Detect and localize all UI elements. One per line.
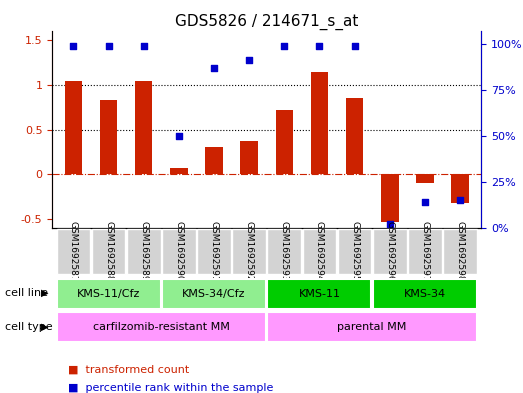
Text: KMS-34/Cfz: KMS-34/Cfz xyxy=(182,289,246,299)
Text: GSM1692594: GSM1692594 xyxy=(315,221,324,282)
Bar xyxy=(65,81,82,174)
Text: GSM1692589: GSM1692589 xyxy=(139,221,148,282)
Bar xyxy=(346,97,363,174)
Text: ▶: ▶ xyxy=(41,322,48,332)
Point xyxy=(69,42,77,49)
FancyBboxPatch shape xyxy=(267,312,477,342)
Point xyxy=(456,197,464,204)
Text: GSM1692592: GSM1692592 xyxy=(245,221,254,282)
Point xyxy=(140,42,148,49)
FancyBboxPatch shape xyxy=(56,279,161,309)
Point xyxy=(385,221,394,228)
Point xyxy=(175,133,183,139)
Text: GSM1692588: GSM1692588 xyxy=(104,221,113,282)
Point xyxy=(420,199,429,205)
Bar xyxy=(311,72,328,174)
Point xyxy=(105,42,113,49)
FancyBboxPatch shape xyxy=(267,279,371,309)
FancyBboxPatch shape xyxy=(92,229,126,274)
Bar xyxy=(100,100,117,174)
FancyBboxPatch shape xyxy=(267,229,301,274)
Bar xyxy=(241,141,258,174)
Bar xyxy=(276,110,293,174)
Text: KMS-11: KMS-11 xyxy=(299,289,340,299)
Text: ■  transformed count: ■ transformed count xyxy=(68,364,189,375)
Bar xyxy=(205,147,223,174)
FancyBboxPatch shape xyxy=(197,229,231,274)
FancyBboxPatch shape xyxy=(127,229,161,274)
Text: GSM1692597: GSM1692597 xyxy=(420,221,429,282)
Text: KMS-34: KMS-34 xyxy=(404,289,446,299)
FancyBboxPatch shape xyxy=(303,229,336,274)
Text: parental MM: parental MM xyxy=(337,322,407,332)
Text: ▶: ▶ xyxy=(41,288,48,298)
Text: ■  percentile rank within the sample: ■ percentile rank within the sample xyxy=(68,383,274,393)
Point xyxy=(245,57,253,63)
Text: GSM1692591: GSM1692591 xyxy=(210,221,219,282)
Text: KMS-11/Cfz: KMS-11/Cfz xyxy=(77,289,140,299)
FancyBboxPatch shape xyxy=(162,279,266,309)
FancyBboxPatch shape xyxy=(373,229,407,274)
Text: GSM1692587: GSM1692587 xyxy=(69,221,78,282)
Bar xyxy=(170,168,188,174)
Point xyxy=(210,64,218,71)
Text: GSM1692595: GSM1692595 xyxy=(350,221,359,282)
FancyBboxPatch shape xyxy=(373,279,477,309)
Bar xyxy=(451,174,469,203)
Text: GSM1692590: GSM1692590 xyxy=(174,221,184,282)
FancyBboxPatch shape xyxy=(56,312,266,342)
FancyBboxPatch shape xyxy=(162,229,196,274)
Text: GSM1692598: GSM1692598 xyxy=(456,221,464,282)
Bar xyxy=(135,81,153,174)
Text: cell line: cell line xyxy=(5,288,48,298)
Text: cell type: cell type xyxy=(5,322,53,332)
FancyBboxPatch shape xyxy=(408,229,442,274)
FancyBboxPatch shape xyxy=(232,229,266,274)
Point xyxy=(350,42,359,49)
Text: GSM1692593: GSM1692593 xyxy=(280,221,289,282)
Bar xyxy=(381,174,399,222)
FancyBboxPatch shape xyxy=(443,229,477,274)
Text: carfilzomib-resistant MM: carfilzomib-resistant MM xyxy=(93,322,230,332)
FancyBboxPatch shape xyxy=(338,229,371,274)
FancyBboxPatch shape xyxy=(56,229,90,274)
Bar xyxy=(416,174,434,183)
Point xyxy=(280,42,289,49)
Point xyxy=(315,42,324,49)
Text: GSM1692596: GSM1692596 xyxy=(385,221,394,282)
Title: GDS5826 / 214671_s_at: GDS5826 / 214671_s_at xyxy=(175,14,358,30)
